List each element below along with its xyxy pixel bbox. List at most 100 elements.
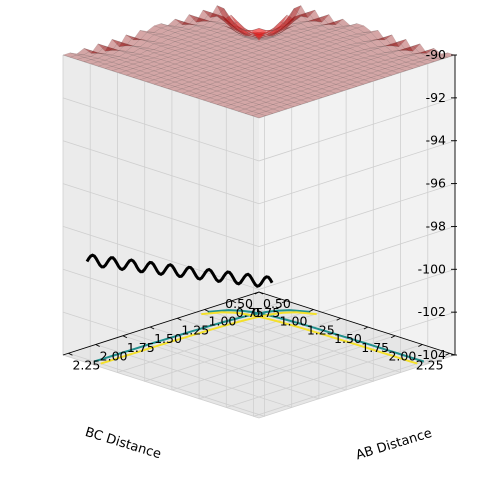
surface-patch (174, 88, 190, 94)
surface-patch (62, 52, 78, 58)
surface-patch (279, 86, 295, 92)
surface-patch (286, 93, 302, 99)
surface-patch (209, 23, 225, 30)
surface-patch (328, 39, 344, 45)
surface-patch (167, 37, 183, 42)
surface-patch (223, 45, 239, 51)
surface-patch (167, 72, 183, 78)
surface-patch (342, 35, 358, 40)
surface-patch (251, 36, 267, 39)
surface-patch (398, 61, 414, 67)
surface-patch (125, 52, 141, 56)
surface-patch (188, 88, 204, 94)
surface-patch (251, 38, 267, 40)
surface-patch (216, 52, 232, 58)
surface-patch (286, 57, 302, 63)
surface-patch (251, 81, 267, 87)
surface-patch (244, 28, 260, 36)
surface-patch (237, 26, 253, 36)
surface-patch (188, 52, 204, 58)
z-axis-ticks: -104 -102 -100 -98 -96 -94 -92 -90 (418, 47, 457, 362)
surface-patch (307, 9, 323, 23)
surface-patch (97, 52, 113, 56)
surface-patch (118, 66, 134, 72)
surface-patch (244, 36, 260, 39)
surface-patch (195, 27, 211, 34)
surface-patch (342, 79, 358, 85)
surface-patch (160, 66, 176, 72)
surface-patch (76, 57, 92, 63)
surface-patch (195, 72, 211, 78)
surface-patch (370, 70, 386, 76)
surface-patch (307, 63, 323, 69)
surface-patch (174, 57, 190, 63)
surface-patch (251, 32, 267, 36)
grid-line-z (62, 354, 456, 419)
surface-patch (167, 46, 183, 51)
surface-patch (384, 50, 400, 54)
surface-patch (104, 54, 120, 58)
surface-patch (391, 59, 407, 65)
surface-patch (412, 43, 428, 54)
surface-patch (342, 75, 358, 81)
surface-patch (370, 57, 386, 63)
surface-patch (181, 23, 197, 30)
surface-patch (104, 39, 120, 52)
surface-patch (174, 70, 190, 76)
surface-patch (223, 86, 239, 92)
surface-patch (391, 48, 407, 52)
surface-patch (363, 68, 379, 74)
surface-patch (76, 48, 92, 56)
surface-patch (265, 63, 281, 69)
surface-patch (258, 30, 274, 38)
surface-patch (279, 99, 295, 105)
surface-patch (209, 86, 225, 92)
surface-patch (202, 18, 218, 23)
surface-patch (230, 79, 246, 85)
surface-patch (202, 34, 218, 40)
surface-patch (244, 29, 260, 34)
bc-tick-mark (445, 352, 450, 356)
surface-patch (153, 36, 169, 44)
z-tick-label: -92 (426, 90, 446, 105)
surface-patch (342, 53, 358, 58)
surface-patch (349, 45, 365, 52)
surface-patch (300, 12, 316, 22)
surface-patch (328, 43, 344, 50)
surface-patch (167, 54, 183, 60)
surface-patch (69, 54, 85, 60)
grid-line-z (62, 54, 456, 119)
surface-patch (286, 75, 302, 81)
surface-patch (111, 38, 127, 48)
surface-patch (356, 61, 372, 67)
surface-patch (244, 66, 260, 72)
surface-patch (363, 77, 379, 83)
surface-patch (300, 30, 316, 36)
surface-patch (377, 72, 393, 78)
surface-patch (300, 70, 316, 76)
surface-patch (230, 14, 246, 31)
surface-patch (349, 63, 365, 69)
surface-patch (230, 21, 246, 31)
surface-patch (412, 50, 428, 55)
surface-patch (153, 72, 169, 78)
ab-tick-mark (177, 317, 182, 321)
surface-patch (300, 18, 316, 23)
surface-patch (286, 84, 302, 90)
surface-patch (251, 28, 267, 34)
surface-patch (244, 111, 260, 117)
surface-patch (188, 39, 204, 45)
surface-patch (209, 72, 225, 78)
surface-patch (132, 66, 148, 72)
surface-patch (349, 68, 365, 74)
surface-patch (181, 41, 197, 47)
surface-patch (335, 86, 351, 92)
surface-patch (265, 108, 281, 114)
surface-patch (265, 27, 281, 31)
surface-patch (216, 5, 232, 26)
surface-patch (104, 45, 120, 51)
surface-patch (335, 50, 351, 56)
surface-patch (265, 45, 281, 51)
ab-tick-label: 1.00 (209, 314, 237, 329)
surface-patch (293, 86, 309, 92)
